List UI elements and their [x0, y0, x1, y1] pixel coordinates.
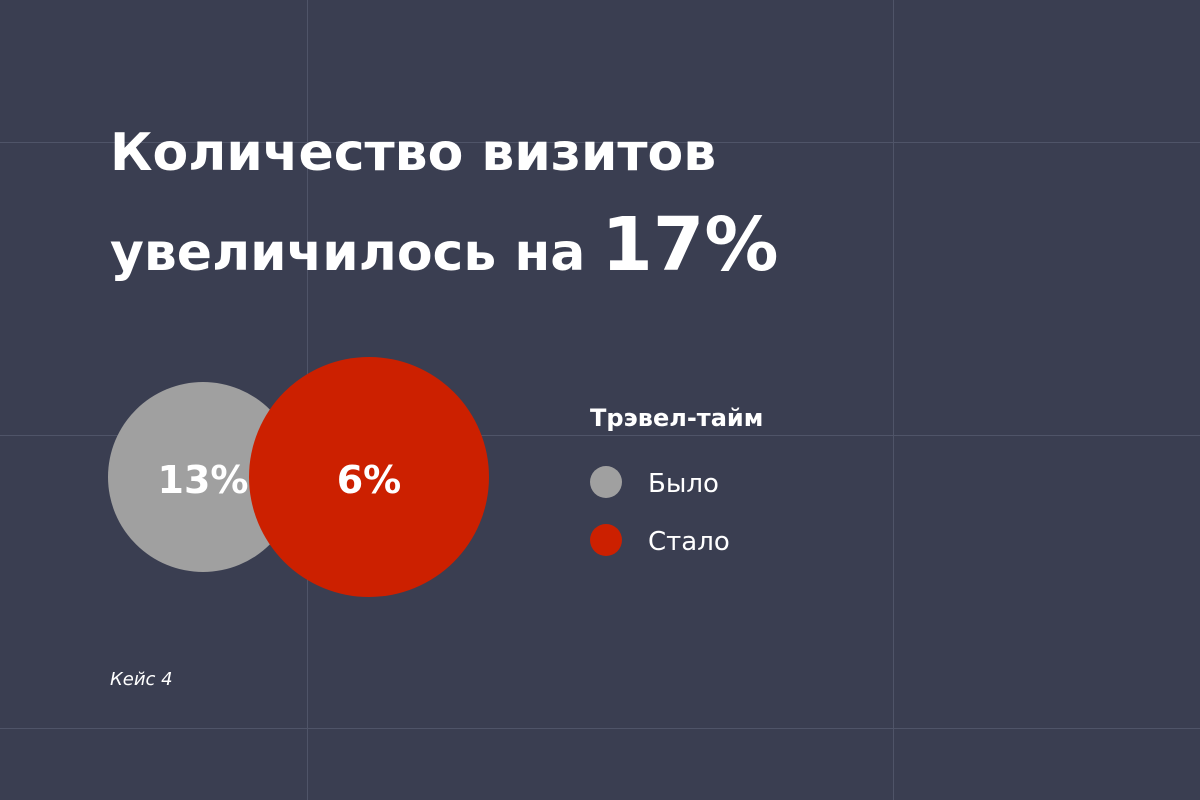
circle-after: [249, 357, 489, 597]
footer: Кейс 4: [110, 669, 173, 690]
title-highlight: 17%: [601, 202, 778, 288]
title-line: Количество визитов: [110, 123, 716, 183]
legend-label: Было: [648, 469, 719, 499]
legend-title: Трэвел-тайм: [590, 404, 763, 432]
title-line: увеличилось на 17%: [110, 202, 779, 288]
title-text: увеличилось на: [110, 223, 585, 283]
legend-marker: [590, 466, 622, 498]
legend-label: Стало: [648, 527, 730, 557]
legend-marker: [590, 524, 622, 556]
circle-before: [108, 382, 298, 572]
circle-label: 6%: [337, 458, 402, 502]
circle-label: 13%: [158, 458, 249, 502]
